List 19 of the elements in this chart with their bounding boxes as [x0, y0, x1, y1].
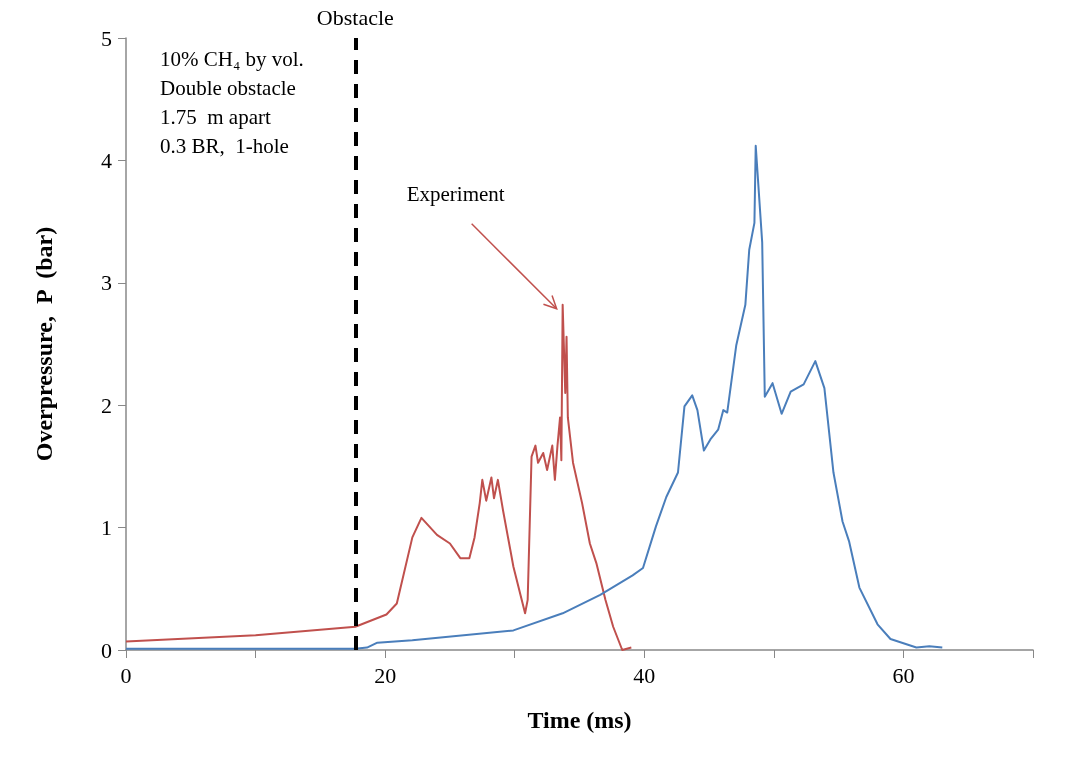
- y-tick-label: 3: [101, 270, 112, 296]
- y-tick-label: 2: [101, 392, 112, 418]
- annotation: 1.75 m apart: [160, 104, 271, 129]
- x-tick-label: 40: [633, 662, 656, 688]
- ref-line-label: Obstacle: [316, 4, 394, 30]
- annotation: Double obstacle: [160, 75, 296, 100]
- y-tick-label: 0: [101, 637, 112, 663]
- line-series: [125, 303, 633, 651]
- y-tick-label: 4: [101, 147, 112, 173]
- x-axis-title: Time (ms): [527, 707, 632, 733]
- y-tick-label: 1: [101, 515, 112, 541]
- annotation: 0.3 BR, 1-hole: [160, 133, 289, 158]
- x-tick-label: 20: [374, 662, 397, 688]
- x-tick-label: 60: [892, 662, 915, 688]
- y-axis-title: Overpressure, P (bar): [31, 226, 57, 462]
- annotation: Experiment: [406, 182, 505, 207]
- annotation: 10% CH₄ by vol.: [160, 46, 304, 71]
- y-tick-label: 5: [101, 25, 112, 51]
- x-tick-label: 0: [120, 662, 132, 688]
